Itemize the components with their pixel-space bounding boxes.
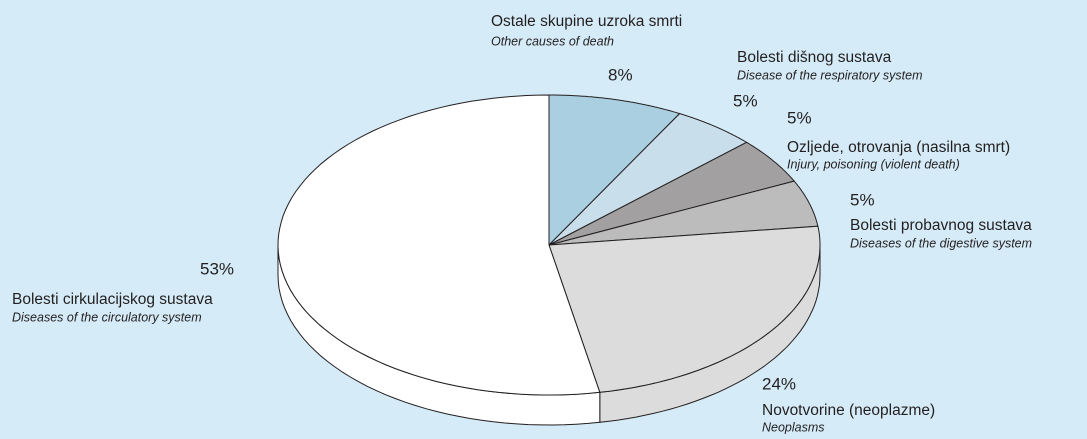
slice	[548, 141, 796, 246]
labels: Ostale skupine uzroka smrti Other causes…	[12, 13, 1032, 434]
slice	[548, 180, 819, 246]
value-label: 24%	[762, 374, 796, 393]
label: Novotvorine (neoplazme)	[762, 402, 935, 419]
value-label: 5%	[733, 91, 758, 110]
value-label: 8%	[608, 65, 633, 84]
label: Ostale skupine uzroka smrti	[491, 13, 682, 30]
value-label: 5%	[787, 108, 812, 127]
label-en: Diseases of the circulatory system	[12, 310, 202, 324]
label: Bolesti probavnog sustava	[850, 217, 1032, 234]
slice	[548, 113, 748, 246]
label-en: Diseases of the digestive system	[850, 236, 1032, 250]
value-label: 53%	[200, 259, 234, 278]
label: Bolesti dišnog sustava	[737, 49, 892, 66]
slice	[277, 94, 601, 396]
label: Bolesti cirkulacijskog sustava	[12, 291, 213, 308]
label: Ozljede, otrovanja (nasilna smrt)	[787, 139, 1010, 156]
slice	[548, 225, 821, 393]
label-en: Injury, poisoning (violent death)	[787, 157, 960, 171]
pie	[277, 94, 821, 426]
label-en: Neoplasms	[762, 420, 825, 434]
slice	[548, 94, 681, 247]
label-en: Disease of the respiratory system	[737, 68, 923, 82]
value-label: 5%	[850, 190, 875, 209]
label-en: Other causes of death	[491, 34, 614, 48]
